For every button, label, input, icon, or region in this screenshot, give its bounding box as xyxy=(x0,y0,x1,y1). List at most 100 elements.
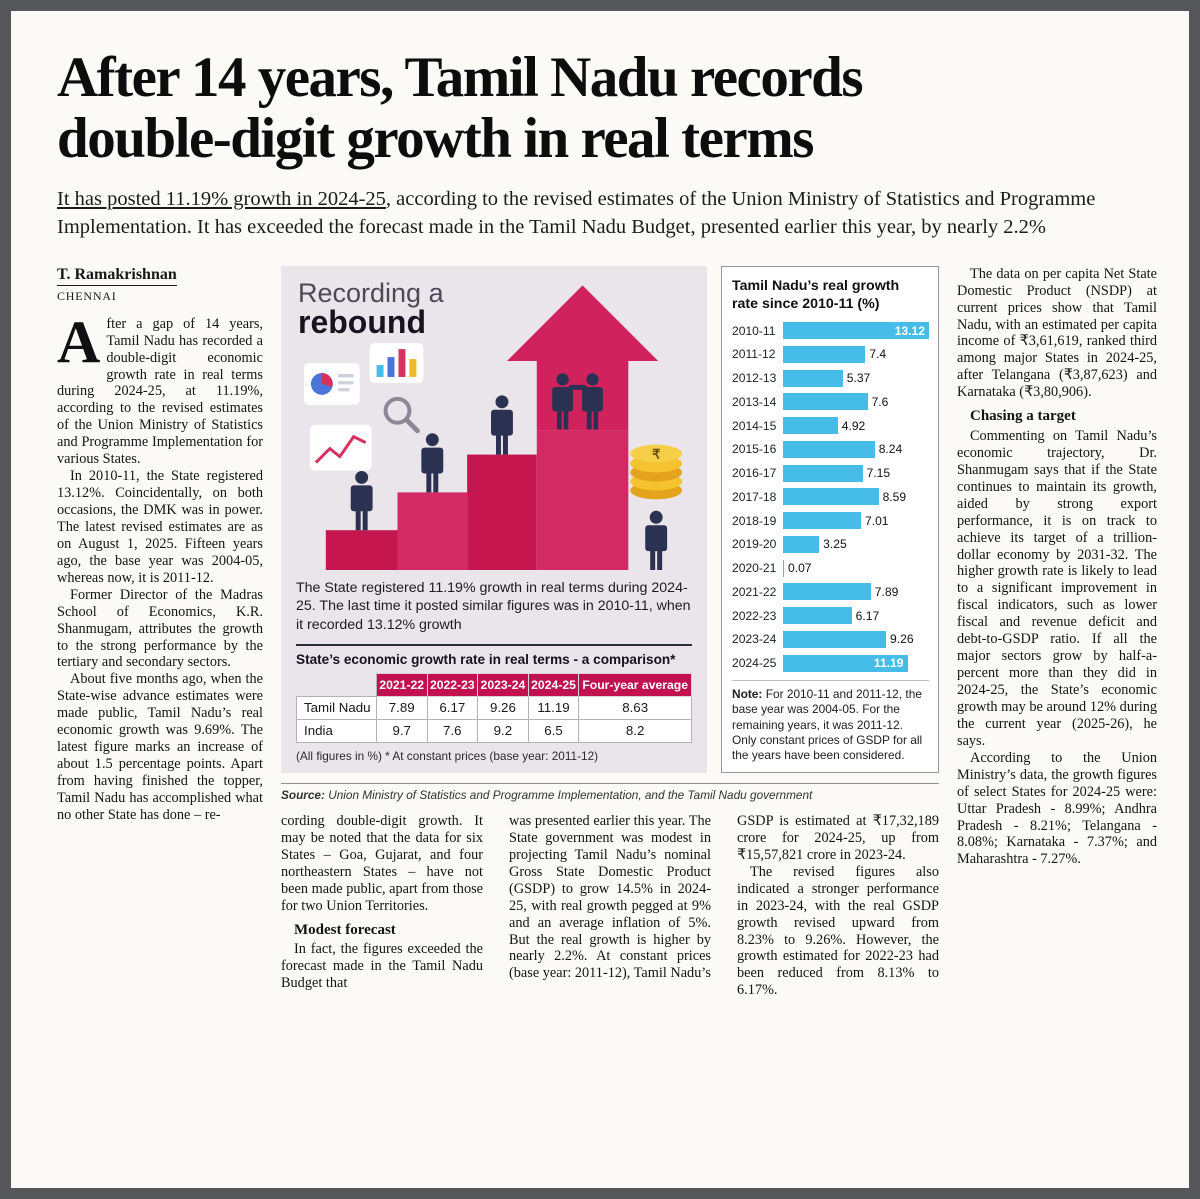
chart-value-label: 7.4 xyxy=(869,347,887,362)
chart-year-label: 2015-16 xyxy=(732,442,777,457)
table-cell: 7.6 xyxy=(426,718,479,743)
chart-value-label: 8.24 xyxy=(878,442,903,457)
note-text: For 2010-11 and 2011-12, the base year w… xyxy=(732,686,923,763)
chart-bar-zone: 3.25 xyxy=(783,535,929,553)
table-cell: 9.2 xyxy=(477,718,529,743)
table-cell: 8.63 xyxy=(578,695,692,720)
chart-row: 2013-14 7.6 xyxy=(732,393,929,411)
chart-bar xyxy=(783,512,861,530)
chart-value-label: 5.37 xyxy=(846,371,871,386)
chart-bar xyxy=(783,583,871,601)
chart-row: 2014-15 4.92 xyxy=(732,417,929,435)
chart-bar-zone: 6.17 xyxy=(783,607,929,625)
chart-value-label: 11.19 xyxy=(873,656,904,671)
chart-row: 2015-16 8.24 xyxy=(732,440,929,458)
infographic-title-light: Recording a xyxy=(298,277,444,308)
article-paragraph: GSDP is estimated at ₹17,32,189 crore fo… xyxy=(737,812,939,863)
article-column-3: was presented earlier this year. The Sta… xyxy=(509,813,711,999)
subhead-underlined: It has posted 11.19% growth in 2024-25 xyxy=(57,187,386,210)
chart-bar xyxy=(783,559,784,577)
table-cell: 8.2 xyxy=(578,718,692,743)
chart-value-label: 7.01 xyxy=(865,513,889,528)
chart-bar: 13.12 xyxy=(783,322,929,340)
chart-value-label: 4.92 xyxy=(841,418,866,433)
table-cell: 9.26 xyxy=(477,695,529,720)
headline-line2: double-digit growth in real terms xyxy=(57,106,814,170)
subheadline: It has posted 11.19% growth in 2024-25, … xyxy=(57,186,1145,242)
chart-bar xyxy=(783,393,868,411)
chart-bar-zone: 9.26 xyxy=(783,630,929,648)
chart-row: 2020-21 0.07 xyxy=(732,559,929,577)
chart-row: 2012-13 5.37 xyxy=(732,369,929,387)
article-paragraph: Commenting on Tamil Nadu’s economic traj… xyxy=(957,427,1157,749)
chart-bar xyxy=(783,607,852,625)
chart-bar-zone: 11.19 xyxy=(783,654,929,672)
table-row: India 9.7 7.6 9.2 6.5 8.2 xyxy=(296,718,692,743)
comparison-table-section: State’s economic growth rate in real ter… xyxy=(296,643,692,763)
article-paragraph: According to the Union Ministry’s data, … xyxy=(957,749,1157,868)
chart-bar-zone: 7.15 xyxy=(783,464,929,482)
center-column: ₹ Recording a rebound The State register… xyxy=(281,265,939,1000)
chart-bar-zone: 8.24 xyxy=(783,440,929,458)
comparison-table-title: State’s economic growth rate in real ter… xyxy=(296,651,676,667)
right-column: The data on per capita Net State Domesti… xyxy=(957,266,1157,1000)
table-row: Tamil Nadu 7.89 6.17 9.26 11.19 8.63 xyxy=(296,695,692,720)
paragraph-text: fter a gap of 14 years, Tamil Nadu has r… xyxy=(57,315,263,468)
table-cell: 7.89 xyxy=(375,695,428,720)
chart-value-label: 3.25 xyxy=(823,537,847,552)
chart-row: 2019-20 3.25 xyxy=(732,535,929,553)
chart-bar-zone: 7.89 xyxy=(783,583,929,601)
chart-bar-zone: 7.4 xyxy=(783,345,929,363)
growth-arrow xyxy=(506,285,659,431)
article-paragraph: The data on per capita Net State Domesti… xyxy=(957,265,1157,401)
growth-chart-panel: Tamil Nadu’s real growth rate since 2010… xyxy=(721,265,939,773)
growth-chart-note: Note: For 2010-11 and 2011-12, the base … xyxy=(732,679,929,764)
chart-year-label: 2014-15 xyxy=(732,418,777,433)
section-heading-chasing-a-target: Chasing a target xyxy=(970,408,1076,425)
note-label: Note: xyxy=(732,686,763,701)
chart-value-label: 6.17 xyxy=(855,608,880,623)
table-col-header: Four-year average xyxy=(578,672,692,697)
source-line: Source: Union Ministry of Statistics and… xyxy=(281,782,939,802)
chart-year-label: 2013-14 xyxy=(732,394,777,409)
article-column-2: cording double-digit growth. It may be n… xyxy=(281,813,483,999)
table-col-header: 2021-22 xyxy=(375,672,428,697)
source-label: Source: xyxy=(281,787,325,802)
subhead-rest: , according to the revised estimates of … xyxy=(57,187,1096,238)
chart-row: 2018-19 7.01 xyxy=(732,512,929,530)
floating-chart-icons xyxy=(303,342,424,471)
chart-value-label: 13.12 xyxy=(894,323,925,338)
graphics-row: ₹ Recording a rebound The State register… xyxy=(281,265,939,773)
infographic-title-bold: rebound xyxy=(298,303,426,340)
chart-year-label: 2012-13 xyxy=(732,371,777,386)
chart-value-label: 7.15 xyxy=(866,466,891,481)
table-col-header: 2022-23 xyxy=(426,672,479,697)
chart-year-label: 2023-24 xyxy=(732,632,777,647)
chart-year-label: 2016-17 xyxy=(732,466,777,481)
chart-bar-zone: 5.37 xyxy=(783,369,929,387)
table-cell: 9.7 xyxy=(375,718,428,743)
dropcap: A xyxy=(57,308,101,375)
rebound-infographic: ₹ Recording a rebound The State register… xyxy=(281,265,707,773)
table-col-header: 2023-24 xyxy=(477,672,529,697)
rebound-art: ₹ Recording a rebound xyxy=(296,278,692,570)
chart-year-label: 2017-18 xyxy=(732,489,777,504)
chart-row: 2016-17 7.15 xyxy=(732,464,929,482)
article-paragraph: was presented earlier this year. The Sta… xyxy=(509,812,711,982)
chart-bar xyxy=(783,535,820,553)
article-paragraph: cording double-digit growth. It may be n… xyxy=(281,812,483,914)
table-col-header: 2024-25 xyxy=(527,672,580,697)
chart-year-label: 2019-20 xyxy=(732,537,777,552)
chart-year-label: 2022-23 xyxy=(732,608,777,623)
chart-row: 2021-22 7.89 xyxy=(732,583,929,601)
chart-bar-zone: 7.01 xyxy=(783,512,929,530)
chart-row: 2024-25 11.19 xyxy=(732,654,929,672)
chart-year-label: 2018-19 xyxy=(732,513,777,528)
chart-value-label: 8.59 xyxy=(882,489,907,504)
chart-row: 2023-24 9.26 xyxy=(732,630,929,648)
table-cell: 6.5 xyxy=(527,718,580,743)
bottom-columns: cording double-digit growth. It may be n… xyxy=(281,813,939,999)
chart-value-label: 9.26 xyxy=(890,632,914,647)
